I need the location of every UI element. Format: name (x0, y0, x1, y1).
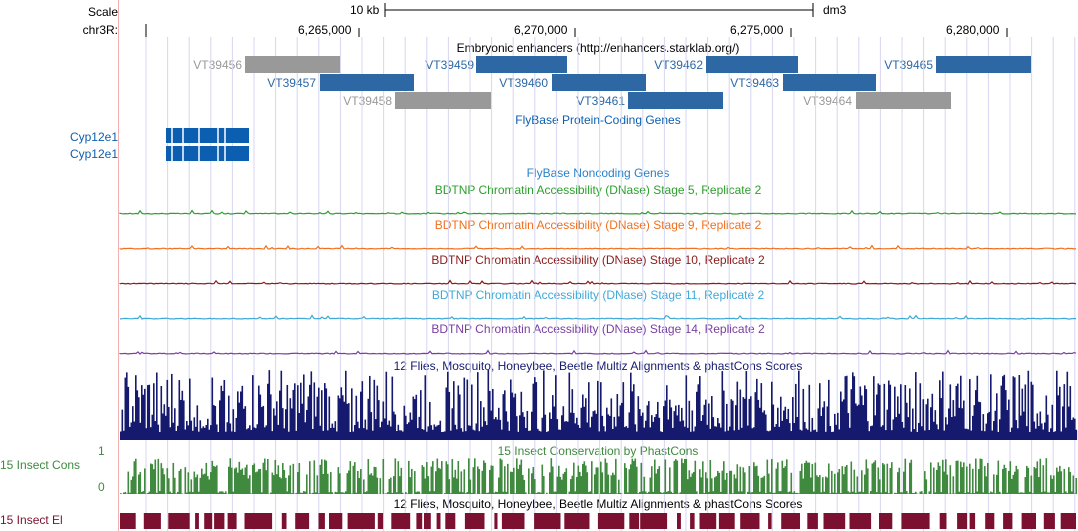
dnase-track-title[interactable]: BDTNP Chromatin Accessibility (DNase) St… (431, 322, 765, 336)
enhancers-track-title[interactable]: Embryonic enhancers (http://enhancers.st… (456, 41, 740, 55)
ruler-position: 6,280,000 (946, 23, 1000, 37)
multiz-track-title[interactable]: 12 Flies, Mosquito, Honeybee, Beetle Mul… (393, 359, 803, 373)
enhancer-label[interactable]: VT39461 (576, 94, 625, 108)
enhancer-box (856, 92, 951, 109)
enhancer-label[interactable]: VT39456 (193, 58, 242, 72)
elements-side-label[interactable]: 15 Insect El (0, 513, 63, 527)
gene-label[interactable]: Cyp12e1 (69, 130, 118, 144)
elements-blocks (120, 513, 1076, 529)
scale-label: Scale (87, 5, 118, 19)
ruler-position: 6,270,000 (514, 23, 568, 37)
dnase-track-title[interactable]: BDTNP Chromatin Accessibility (DNase) St… (431, 288, 765, 302)
dnase-signal (119, 314, 1076, 320)
phastcons-side-label[interactable]: 15 Insect Cons (0, 458, 81, 472)
assembly-label: dm3 (823, 3, 847, 17)
enhancer-box (706, 56, 798, 73)
enhancer-label[interactable]: VT39462 (654, 58, 703, 72)
elements-track-title[interactable]: 12 Flies, Mosquito, Honeybee, Beetle Mul… (393, 497, 803, 511)
dnase-track-title[interactable]: BDTNP Chromatin Accessibility (DNase) St… (434, 218, 762, 232)
phastcons-track-title[interactable]: 15 Insect Conservation by PhastCons (497, 444, 699, 458)
enhancer-box (245, 56, 340, 73)
multiz-signal (120, 370, 1078, 440)
enhancer-box (628, 92, 723, 109)
enhancer-box (552, 74, 646, 91)
enhancer-label[interactable]: VT39465 (884, 58, 933, 72)
enhancer-label[interactable]: VT39459 (425, 58, 474, 72)
ruler-position: 6,265,000 (298, 23, 352, 37)
enhancer-label[interactable]: VT39458 (343, 94, 392, 108)
enhancer-box (395, 92, 491, 109)
dnase-signal (119, 349, 1077, 355)
ruler-position: 6,275,000 (730, 23, 784, 37)
dnase-signal (119, 279, 1077, 285)
ruler-ticks (145, 24, 1008, 37)
enhancer-box (783, 74, 876, 91)
enhancer-box (320, 74, 414, 91)
enhancer-box (936, 56, 1031, 73)
enhancer-box (476, 56, 567, 73)
dnase-signal (119, 209, 1077, 215)
phastcons-axis-max: 1 (98, 444, 105, 458)
enhancer-label[interactable]: VT39457 (267, 76, 316, 90)
dnase-track-title[interactable]: BDTNP Chromatin Accessibility (DNase) St… (434, 183, 762, 197)
phastcons-axis-min: 0 (98, 480, 105, 494)
gene-model (166, 128, 249, 161)
gene-label[interactable]: Cyp12e1 (69, 147, 118, 161)
dnase-track-title[interactable]: BDTNP Chromatin Accessibility (DNase) St… (431, 253, 765, 267)
dnase-signal (119, 244, 1077, 250)
chrom-label: chr3R: (82, 23, 118, 37)
track-label-divider (118, 0, 119, 531)
scale-bar-text: 10 kb (350, 3, 380, 17)
enhancer-label[interactable]: VT39460 (499, 76, 548, 90)
scale-bar (384, 3, 814, 17)
noncoding-track-title[interactable]: FlyBase Noncoding Genes (526, 166, 670, 180)
phastcons-signal (120, 458, 1078, 494)
enhancer-label[interactable]: VT39463 (730, 76, 779, 90)
